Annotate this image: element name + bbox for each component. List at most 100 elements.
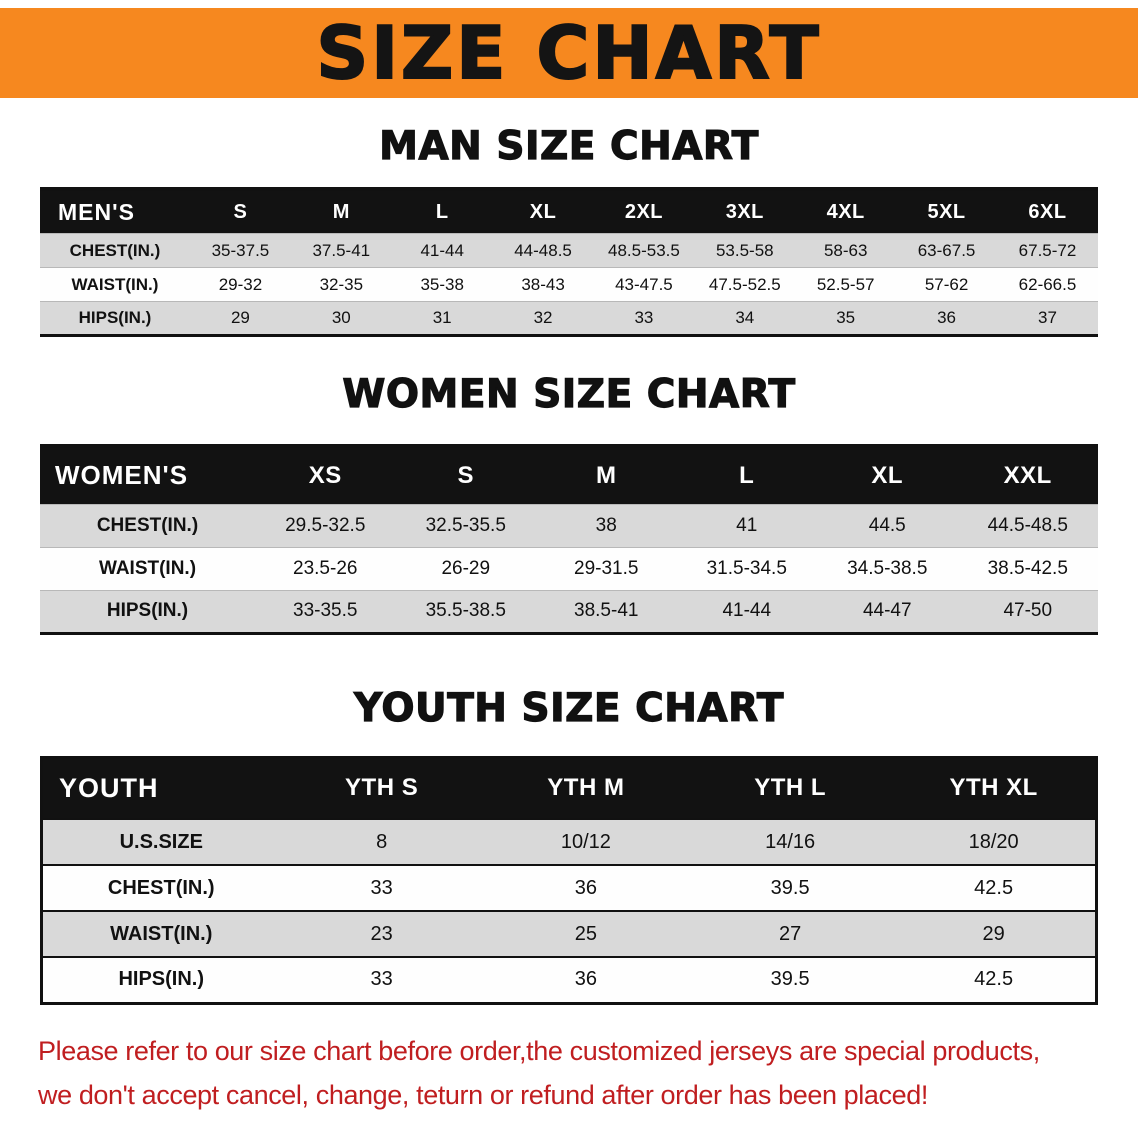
women-section-heading: WOMEN SIZE CHART xyxy=(342,372,796,418)
value-cell: 30 xyxy=(331,308,351,328)
value-cell: 29.5-32.5 xyxy=(285,514,366,536)
value-cell: 18/20 xyxy=(968,830,1019,853)
value-cell: 36 xyxy=(574,876,597,899)
value-cell: 29-31.5 xyxy=(574,557,639,579)
value-cell: 26-29 xyxy=(441,557,491,579)
men-section: MAN SIZE CHART MEN'S S M L XL 2XL 3XL 4XL 5XL 6XL… xyxy=(0,124,1138,338)
value-cell: 35.5-38.5 xyxy=(425,600,506,622)
size-header-cell: XXL xyxy=(1003,461,1052,489)
table-row: HIPS(IN.) 33-35.5 35.5-38.5 38.5-41 41-44 44-… xyxy=(40,590,1098,634)
value-cell: 63-67.5 xyxy=(917,240,976,260)
value-cell: 44-48.5 xyxy=(514,240,572,260)
size-header-cell: L xyxy=(739,461,755,489)
table-header-row: WOMEN'S XS S M L XL XXL xyxy=(40,446,1098,505)
value-cell: 33-35.5 xyxy=(293,600,358,622)
value-cell: 37 xyxy=(1038,308,1057,328)
value-cell: 42.5 xyxy=(974,968,1014,991)
row-label-cell: WAIST(IN.) xyxy=(110,922,213,945)
value-cell: 37.5-41 xyxy=(312,240,371,260)
value-cell: 34 xyxy=(735,308,755,328)
table-header-row: MEN'S S M L XL 2XL 3XL 4XL 5XL 6XL xyxy=(40,188,1098,234)
size-header-cell: 4XL xyxy=(826,200,865,223)
size-header-cell: M xyxy=(596,461,617,489)
row-label-cell: CHEST(IN.) xyxy=(69,240,161,260)
row-label-cell: U.S.SIZE xyxy=(119,830,203,853)
value-cell: 31 xyxy=(432,308,452,328)
row-label-cell: HIPS(IN.) xyxy=(78,308,152,328)
size-header-cell: S xyxy=(457,461,474,489)
men-section-heading: MAN SIZE CHART xyxy=(379,124,759,170)
youth-size-table: YOUTH YTH S YTH M YTH L YTH XL U.S.SIZE 8 10/12… xyxy=(40,755,1098,1005)
value-cell: 53.5-58 xyxy=(715,240,774,260)
value-cell: 29-32 xyxy=(218,274,263,294)
table-row: WAIST(IN.) 23 25 27 29 xyxy=(41,911,1097,958)
table-header-row: YOUTH YTH S YTH M YTH L YTH XL xyxy=(41,757,1097,820)
value-cell: 43-47.5 xyxy=(615,274,673,294)
value-cell: 39.5 xyxy=(770,968,810,991)
size-header-cell: S xyxy=(233,200,248,223)
value-cell: 34.5-38.5 xyxy=(847,557,928,579)
table-row: HIPS(IN.) 29 30 31 32 33 34 35 36 37 xyxy=(40,301,1098,336)
value-cell: 33 xyxy=(634,308,654,328)
value-cell: 31.5-34.5 xyxy=(706,557,787,579)
value-cell: 35 xyxy=(836,308,856,328)
value-cell: 29 xyxy=(982,922,1005,945)
value-cell: 62-66.5 xyxy=(1018,274,1077,294)
size-header-cell: M xyxy=(332,200,350,223)
value-cell: 8 xyxy=(376,830,388,853)
size-header-cell: XL xyxy=(871,461,904,489)
banner: SIZE CHART xyxy=(0,8,1138,98)
row-label-cell: CHEST(IN.) xyxy=(107,876,215,899)
value-cell: 44.5 xyxy=(868,514,906,536)
size-header-cell: YTH M xyxy=(547,774,625,802)
value-cell: 29 xyxy=(230,308,250,328)
size-header-cell: YTH XL xyxy=(949,774,1038,802)
table-title-cell: MEN'S xyxy=(58,198,135,225)
value-cell: 52.5-57 xyxy=(816,274,875,294)
value-cell: 32-35 xyxy=(319,274,364,294)
size-header-cell: 6XL xyxy=(1028,200,1067,223)
size-header-cell: XS xyxy=(308,461,342,489)
size-header-cell: XL xyxy=(529,200,557,223)
value-cell: 35-37.5 xyxy=(211,240,270,260)
table-row: CHEST(IN.) 35-37.5 37.5-41 41-44 44-48.5 48.5… xyxy=(40,233,1098,268)
value-cell: 47-50 xyxy=(1003,600,1053,622)
size-header-cell: L xyxy=(435,200,449,223)
page-title: SIZE CHART xyxy=(315,11,822,95)
table-title-cell: WOMEN'S xyxy=(55,460,189,491)
value-cell: 32 xyxy=(533,308,553,328)
youth-section: YOUTH SIZE CHART YOUTH YTH S YTH M YTH L YTH… xyxy=(0,685,1138,1005)
value-cell: 41-44 xyxy=(722,600,772,622)
size-header-cell: 5XL xyxy=(927,200,966,223)
value-cell: 44.5-48.5 xyxy=(987,514,1068,536)
men-size-table: MEN'S S M L XL 2XL 3XL 4XL 5XL 6XL CHEST(IN.) 35-37… xyxy=(40,186,1098,338)
value-cell: 47.5-52.5 xyxy=(708,274,781,294)
women-section: WOMEN SIZE CHART WOMEN'S XS S M L XL XXL CHEST(… xyxy=(0,372,1138,635)
value-cell: 38 xyxy=(595,514,617,536)
table-row: HIPS(IN.) 33 36 39.5 42.5 xyxy=(41,957,1097,1004)
value-cell: 38.5-41 xyxy=(574,600,639,622)
value-cell: 41 xyxy=(736,514,758,536)
footer-notice: Please refer to our size chart before or… xyxy=(38,1029,1100,1118)
table-row: CHEST(IN.) 33 36 39.5 42.5 xyxy=(41,865,1097,912)
size-header-cell: YTH L xyxy=(754,774,827,802)
notice-line-2: we don't accept cancel, change, teturn o… xyxy=(38,1080,928,1111)
notice-line-1: Please refer to our size chart before or… xyxy=(38,1035,1040,1066)
women-size-table: WOMEN'S XS S M L XL XXL CHEST(IN.) 29.5-32.5 32.5… xyxy=(40,444,1098,635)
value-cell: 57-62 xyxy=(924,274,969,294)
row-label-cell: CHEST(IN.) xyxy=(96,514,199,536)
table-row: U.S.SIZE 8 10/12 14/16 18/20 xyxy=(41,819,1097,866)
row-label-cell: HIPS(IN.) xyxy=(118,968,205,991)
value-cell: 23 xyxy=(370,922,393,945)
row-label-cell: WAIST(IN.) xyxy=(98,557,197,579)
row-label-cell: WAIST(IN.) xyxy=(71,274,159,294)
value-cell: 27 xyxy=(779,922,802,945)
value-cell: 38-43 xyxy=(521,274,565,294)
value-cell: 36 xyxy=(574,968,597,991)
value-cell: 38.5-42.5 xyxy=(987,557,1068,579)
value-cell: 58-63 xyxy=(823,240,868,260)
value-cell: 44-47 xyxy=(862,600,912,622)
value-cell: 48.5-53.5 xyxy=(608,240,680,260)
value-cell: 14/16 xyxy=(765,830,816,853)
